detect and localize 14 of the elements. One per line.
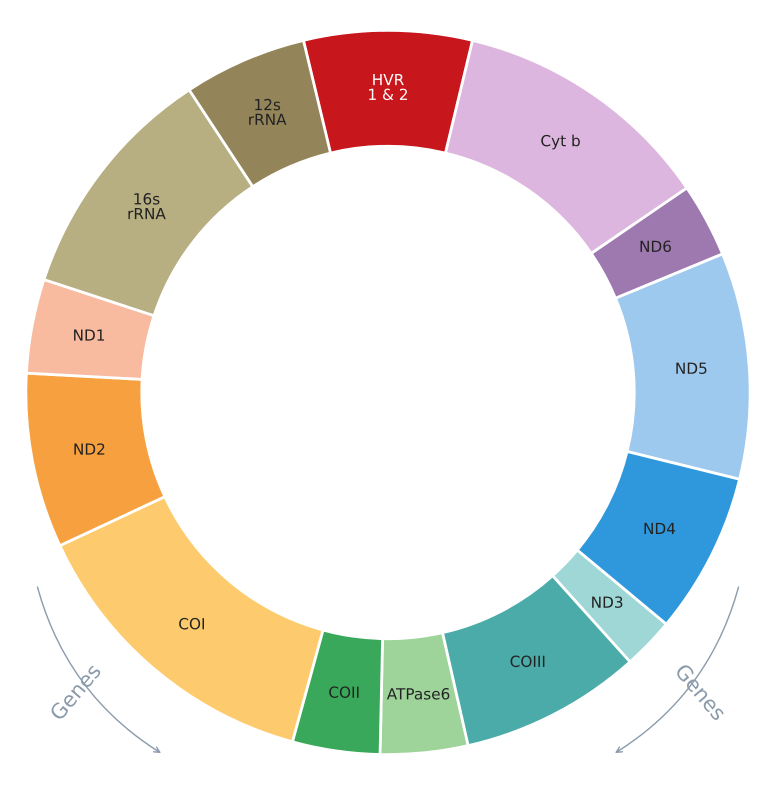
slice-label: ND1 bbox=[74, 330, 104, 341]
slice-label: ATPase6 bbox=[386, 688, 450, 700]
slice-label: COII bbox=[329, 686, 359, 698]
slice-label: 12s rRNA bbox=[249, 98, 286, 125]
slice-label: COI bbox=[179, 618, 204, 630]
slice-label: HVR 1 & 2 bbox=[369, 74, 408, 100]
slice-label: 16s rRNA bbox=[128, 193, 166, 220]
slice-label: ND4 bbox=[644, 522, 676, 534]
slice-label: ND3 bbox=[592, 596, 622, 608]
slice-label: Cyt b bbox=[541, 134, 580, 150]
slice-label: COIII bbox=[510, 656, 544, 668]
slice-label: ND6 bbox=[640, 240, 671, 252]
slice-label: ND5 bbox=[676, 362, 706, 374]
slice-label: ND2 bbox=[74, 443, 104, 455]
